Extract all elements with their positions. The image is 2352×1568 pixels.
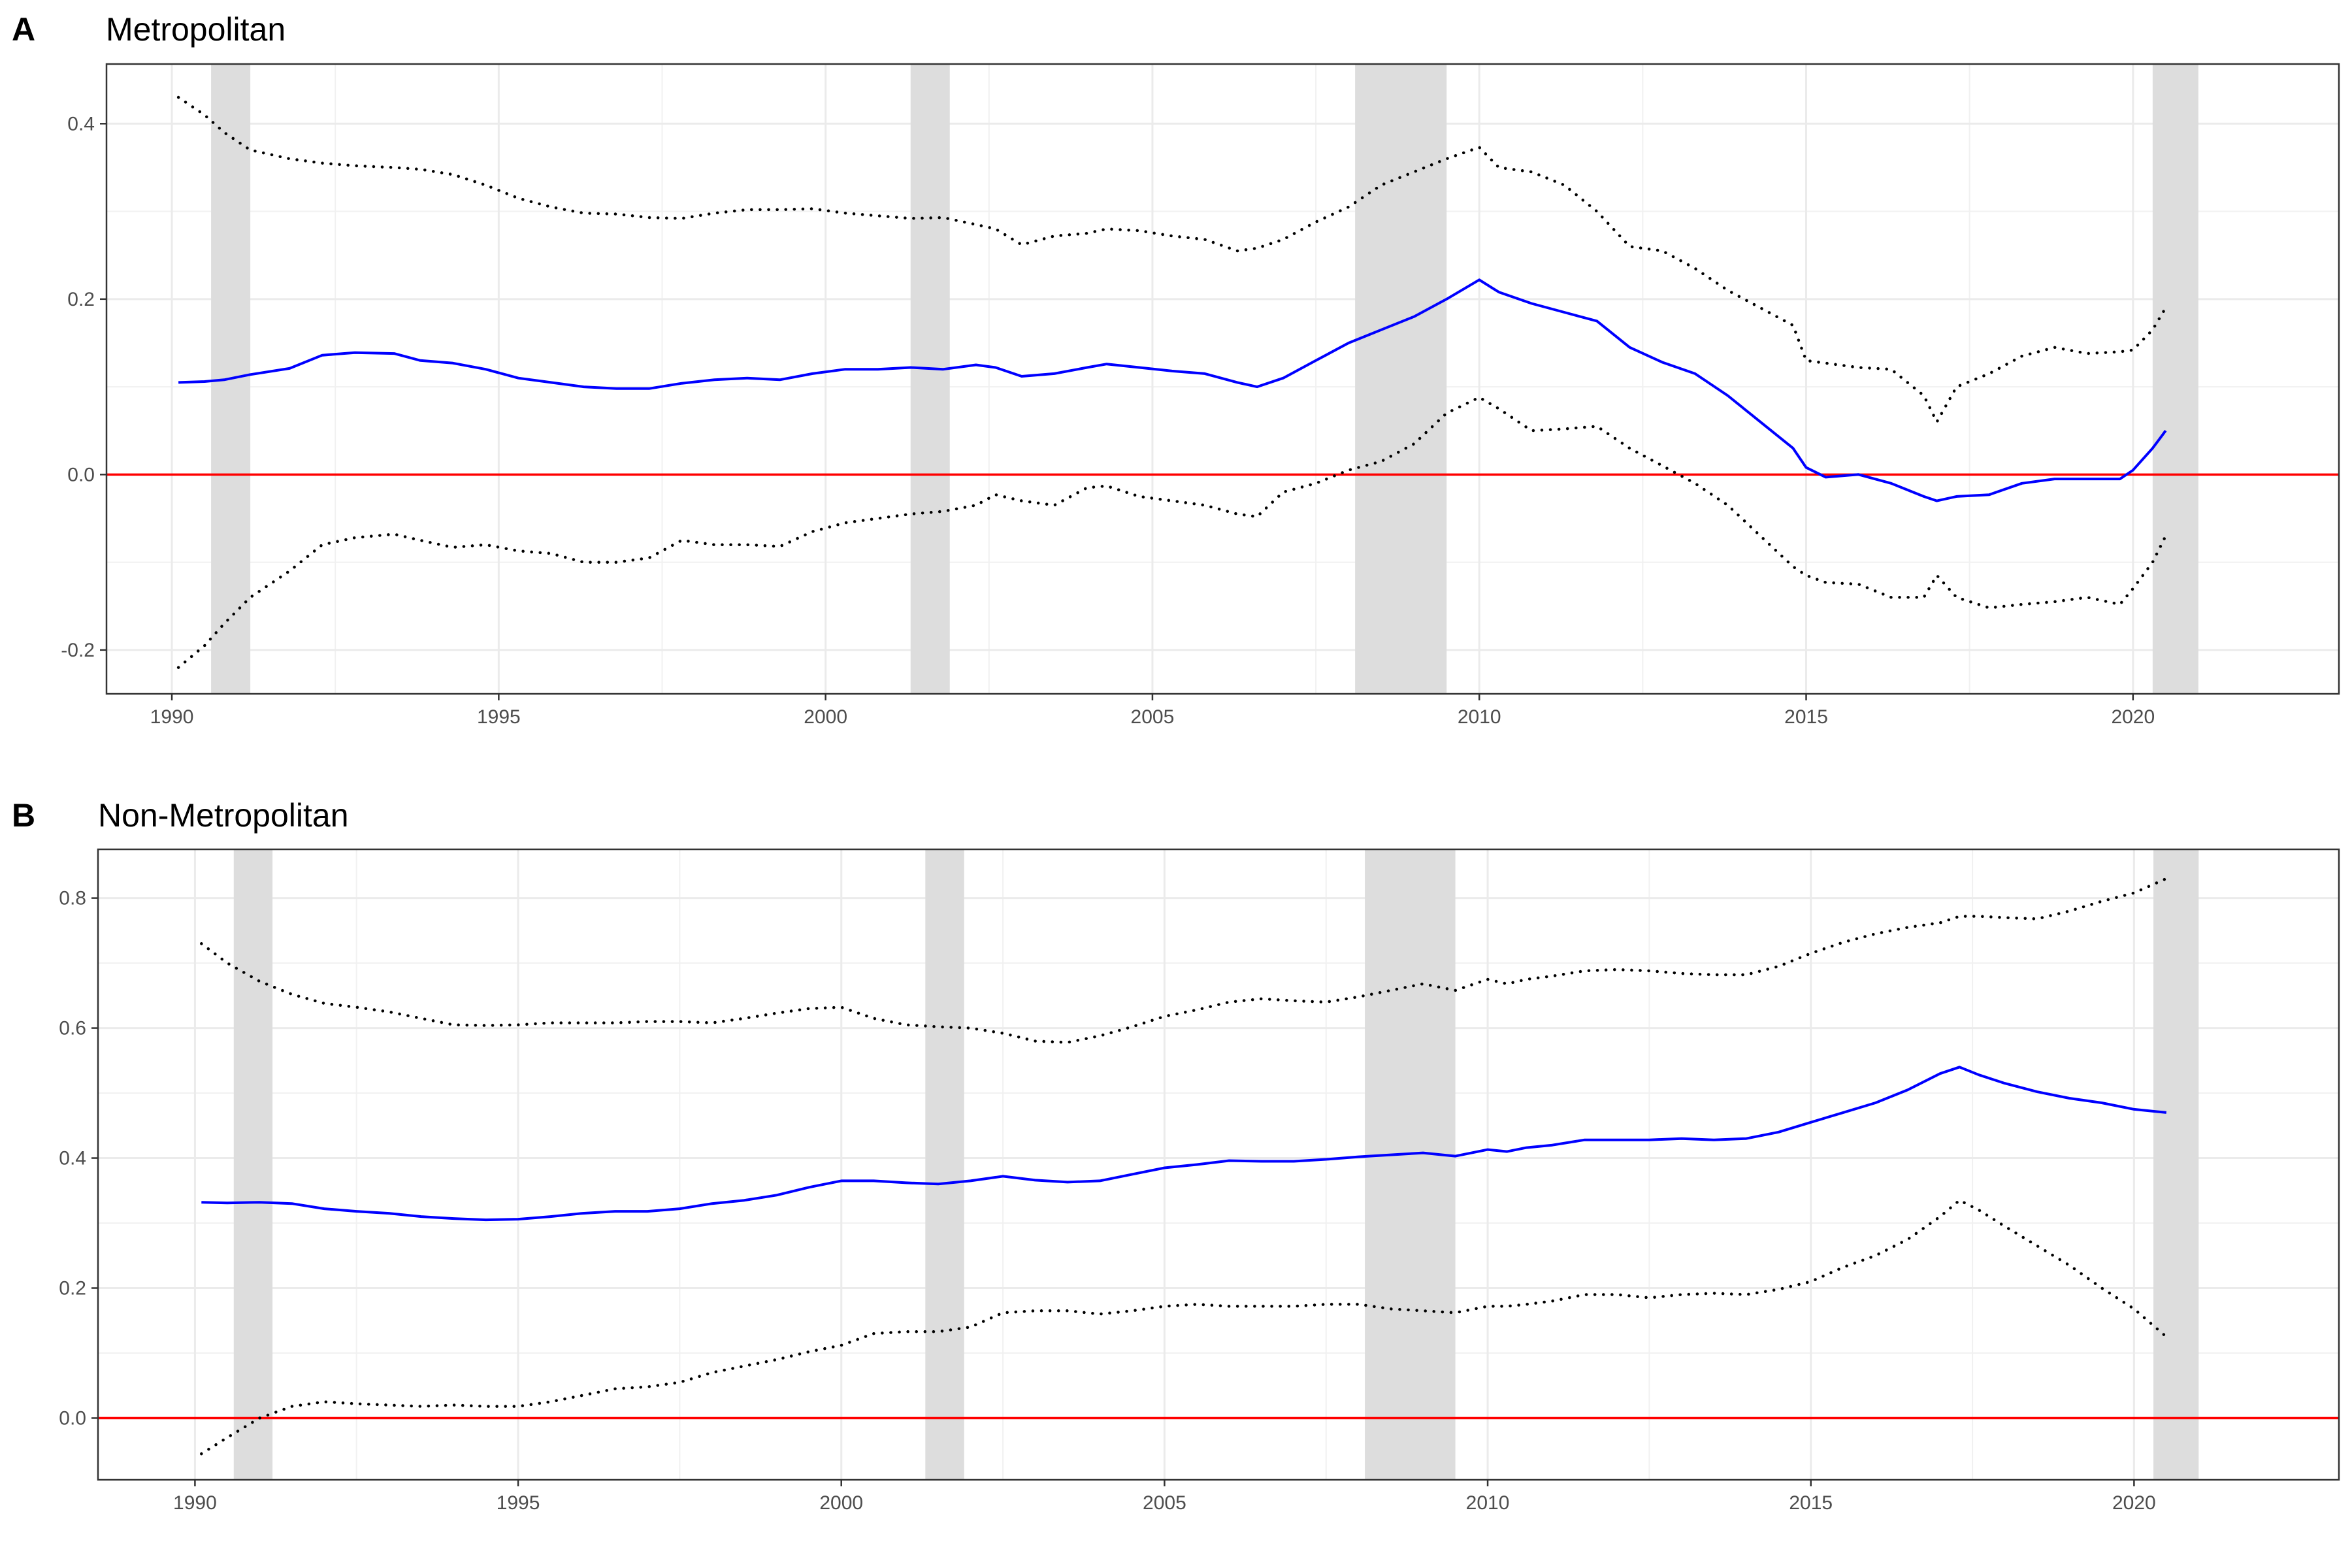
- panel-a-letter: A: [12, 11, 35, 48]
- panel-b-series-line-ci-2: [200, 1198, 2168, 1456]
- panel-b-plot-area: 1990 1995 2000 2005 2010 2015 2020 0.0 0.2 0.4 0.6…: [59, 848, 2340, 1514]
- panel-b-panel-border: [97, 848, 2340, 1481]
- panel-a-y-tick-label: 0.4: [67, 113, 95, 135]
- panel-a-title: Metropolitan: [106, 11, 286, 48]
- panel-a-plot-area: 1990 1995 2000 2005 2010 2015 2020 -0.2 0.0 0.2 0.…: [61, 63, 2340, 728]
- panel-a-x-tick-label: 2010: [1458, 706, 1501, 728]
- panel-b-y-tick-label: 0.4: [59, 1148, 86, 1169]
- panel-a-x-tick-label: 1990: [150, 706, 194, 728]
- panel-a-shaded-period: [2152, 64, 2198, 694]
- panel-b-y-tick-label: 0.6: [59, 1018, 86, 1039]
- panel-a-x-tick-label: 1995: [477, 706, 521, 728]
- panel-a-shaded-period: [1355, 64, 1447, 694]
- panel-b-x-tick-label: 2000: [819, 1492, 863, 1514]
- panel-b-letter: B: [12, 797, 35, 834]
- panel-b-x-tick-label: 2020: [2112, 1492, 2156, 1514]
- panel-b: B Non-Metropolitan 1990 1995 2000 2005 2010 2…: [12, 797, 2340, 1514]
- panel-b-y-tick-label: 0.8: [59, 888, 86, 909]
- panel-b-x-tick-label: 1995: [497, 1492, 540, 1514]
- panel-b-x-tick-label: 1990: [173, 1492, 217, 1514]
- panel-b-y-tick-label: 0.0: [59, 1407, 86, 1429]
- panel-a-y-tick-label: 0.2: [67, 289, 95, 310]
- panel-a-y-tick-label: -0.2: [61, 640, 95, 661]
- panel-a-x-tick-label: 2000: [804, 706, 847, 728]
- panel-b-shaded-period: [925, 849, 964, 1480]
- panel-b-x-tick-label: 2015: [1789, 1492, 1833, 1514]
- panel-b-x-tick-label: 2010: [1466, 1492, 1510, 1514]
- panel-b-panel-background: [98, 849, 2339, 1480]
- panel-b-shaded-period: [2153, 849, 2199, 1480]
- panel-a: A Metropolitan 1990 1995 2000 2005 2010 2015 2…: [12, 11, 2340, 728]
- panel-a-panel-border: [105, 63, 2340, 695]
- panel-a-x-tick-label: 2020: [2111, 706, 2155, 728]
- panel-a-shaded-period: [910, 64, 950, 694]
- panel-b-series-line-ci-1: [200, 877, 2168, 1044]
- panel-b-x-tick-label: 2005: [1143, 1492, 1186, 1514]
- panel-a-series-line-ci-1: [176, 95, 2168, 424]
- panel-b-shaded-period: [1365, 849, 1456, 1480]
- panel-b-title: Non-Metropolitan: [98, 797, 349, 834]
- panel-a-x-tick-label: 2015: [1784, 706, 1828, 728]
- panel-a-series-line-ci-2: [176, 395, 2168, 669]
- panel-b-y-tick-label: 0.2: [59, 1278, 86, 1299]
- panel-a-x-tick-label: 2005: [1131, 706, 1175, 728]
- panel-a-series-line-estimate: [178, 278, 2167, 502]
- panel-b-series-line-estimate: [201, 1066, 2167, 1222]
- panel-b-shaded-period: [233, 849, 273, 1480]
- panel-a-y-tick-label: 0.0: [67, 464, 95, 485]
